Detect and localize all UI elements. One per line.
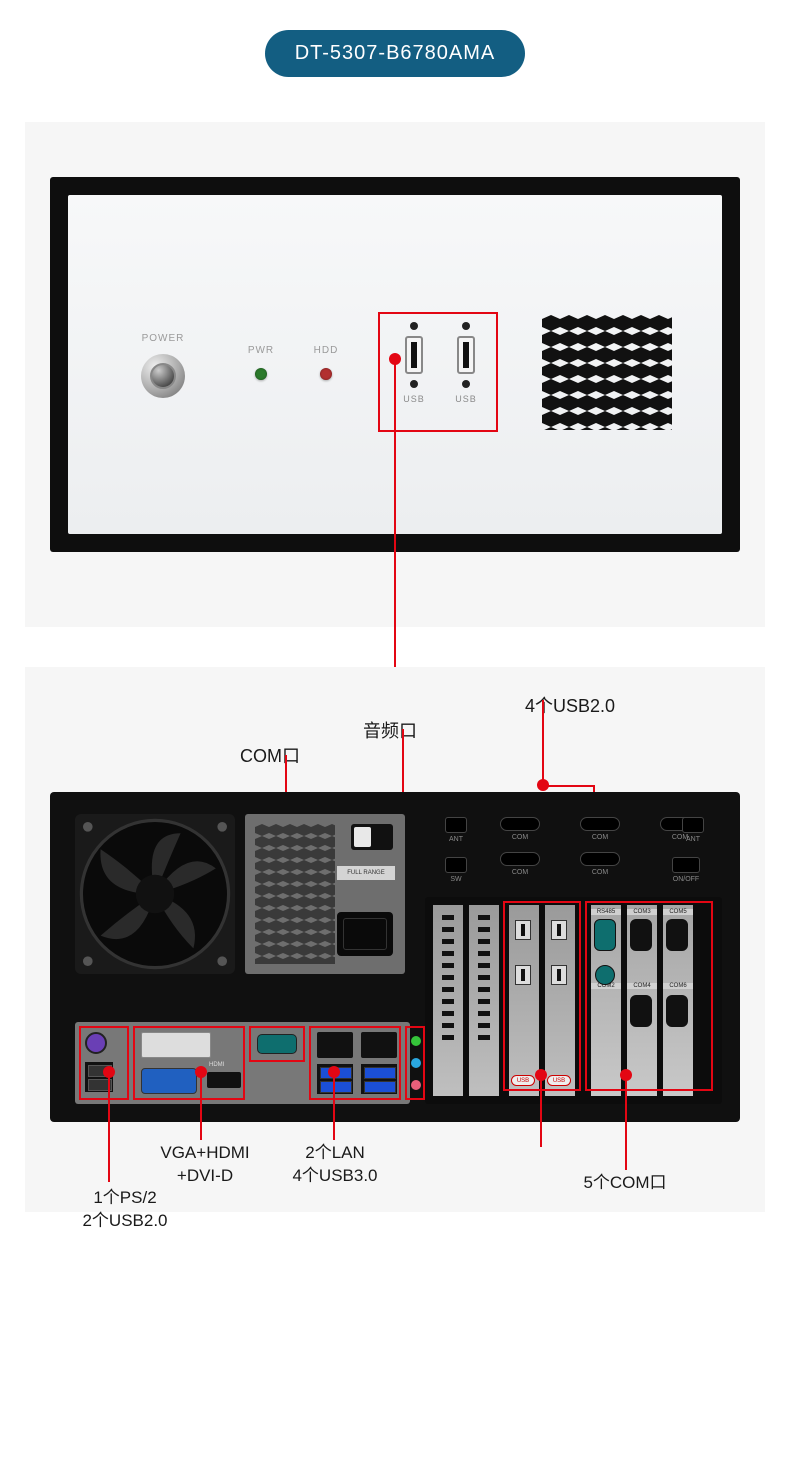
front-usb-port-1: USB <box>394 322 434 404</box>
highlight-box-lan <box>309 1026 401 1100</box>
power-button-group: POWER <box>128 333 198 398</box>
rear-top-label-group: COM口 音频口 4个USB2.0 <box>25 697 765 792</box>
front-usb-port-2: USB <box>446 322 486 404</box>
model-title-pill: DT-5307-B6780AMA <box>265 30 525 77</box>
callout-line-vga <box>200 1072 202 1140</box>
callout-line-com5 <box>625 1075 627 1170</box>
rear-cutout-com: COM <box>500 817 540 841</box>
front-panel-section: POWER PWR HDD USB <box>25 122 765 627</box>
callout-line-usb4-bottom <box>540 1075 542 1147</box>
rear-top-label-audio: 音频口 <box>363 717 417 743</box>
rear-cutout-com: COM <box>500 852 540 876</box>
highlight-box-com <box>249 1026 305 1062</box>
usb-port-label: USB <box>394 394 434 404</box>
rear-bottom-label-com5: 5个COM口 <box>565 1172 685 1195</box>
rear-bottom-label-lan: 2个LAN 4个USB3.0 <box>275 1142 395 1188</box>
hdd-led-icon <box>320 368 332 380</box>
highlight-box-com5 <box>585 901 713 1091</box>
front-vent-grille <box>542 315 672 430</box>
screw-icon <box>410 322 418 330</box>
callout-line-lan <box>333 1072 335 1140</box>
power-button-icon <box>141 354 185 398</box>
rear-top-label-com: COM口 <box>240 742 300 768</box>
usb-port-icon <box>457 336 475 374</box>
rear-cutout-ant1: ANT <box>445 817 467 843</box>
blank-slot-bracket <box>469 905 499 1096</box>
callout-line-usb4-top <box>542 700 544 785</box>
rear-cutout-com: COM <box>580 852 620 876</box>
rear-cutout-ant2: ANT <box>682 817 704 843</box>
pwr-led-icon <box>255 368 267 380</box>
device-rear-chassis: FULL RANGE ANT COM COM COM ANT SW COM CO… <box>50 792 740 1122</box>
rear-bottom-label-ps2: 1个PS/2 2个USB2.0 <box>75 1187 175 1233</box>
hdd-led-label: HDD <box>308 345 344 356</box>
callout-line-ps2 <box>108 1072 110 1182</box>
highlight-box-audio <box>405 1026 425 1100</box>
screw-icon <box>462 322 470 330</box>
psu-power-inlet-icon <box>337 912 393 956</box>
screw-icon <box>462 380 470 388</box>
highlight-box-usb4 <box>503 901 581 1091</box>
callout-connector-usb4 <box>540 785 595 787</box>
usb-port-icon <box>405 336 423 374</box>
psu-vent <box>255 824 335 964</box>
psu-fullrange-label: FULL RANGE <box>337 866 395 880</box>
rear-cutout-sw: SW <box>445 857 467 883</box>
rear-expansion-bay: USB USB RS485 COM2 COM3 COM4 COM5 <box>425 897 722 1104</box>
rear-bottom-label-vga: VGA+HDMI +DVI-D <box>145 1142 265 1188</box>
blank-slot-bracket <box>433 905 463 1096</box>
rear-psu-block: FULL RANGE <box>245 814 405 974</box>
front-usb-highlight-box: USB USB <box>378 312 498 432</box>
power-button-label: POWER <box>128 333 198 344</box>
usb-port-label: USB <box>446 394 486 404</box>
rear-top-label-usb4: 4个USB2.0 <box>525 692 615 718</box>
psu-switch-icon <box>351 824 393 850</box>
pwr-led-label: PWR <box>243 345 279 356</box>
front-usb-callout-line <box>394 359 396 684</box>
rear-panel-section: COM口 音频口 4个USB2.0 <box>25 667 765 1212</box>
screw-icon <box>410 380 418 388</box>
highlight-box-ps2 <box>79 1026 129 1100</box>
hdd-led-group: HDD <box>308 345 344 380</box>
rear-cutout-onoff: ON/OFF <box>672 857 700 883</box>
pwr-led-group: PWR <box>243 345 279 380</box>
rear-cutout-com: COM <box>580 817 620 841</box>
highlight-box-vga <box>133 1026 245 1100</box>
rear-io-shield: HDMI <box>75 1022 410 1104</box>
rear-fan <box>75 814 235 974</box>
